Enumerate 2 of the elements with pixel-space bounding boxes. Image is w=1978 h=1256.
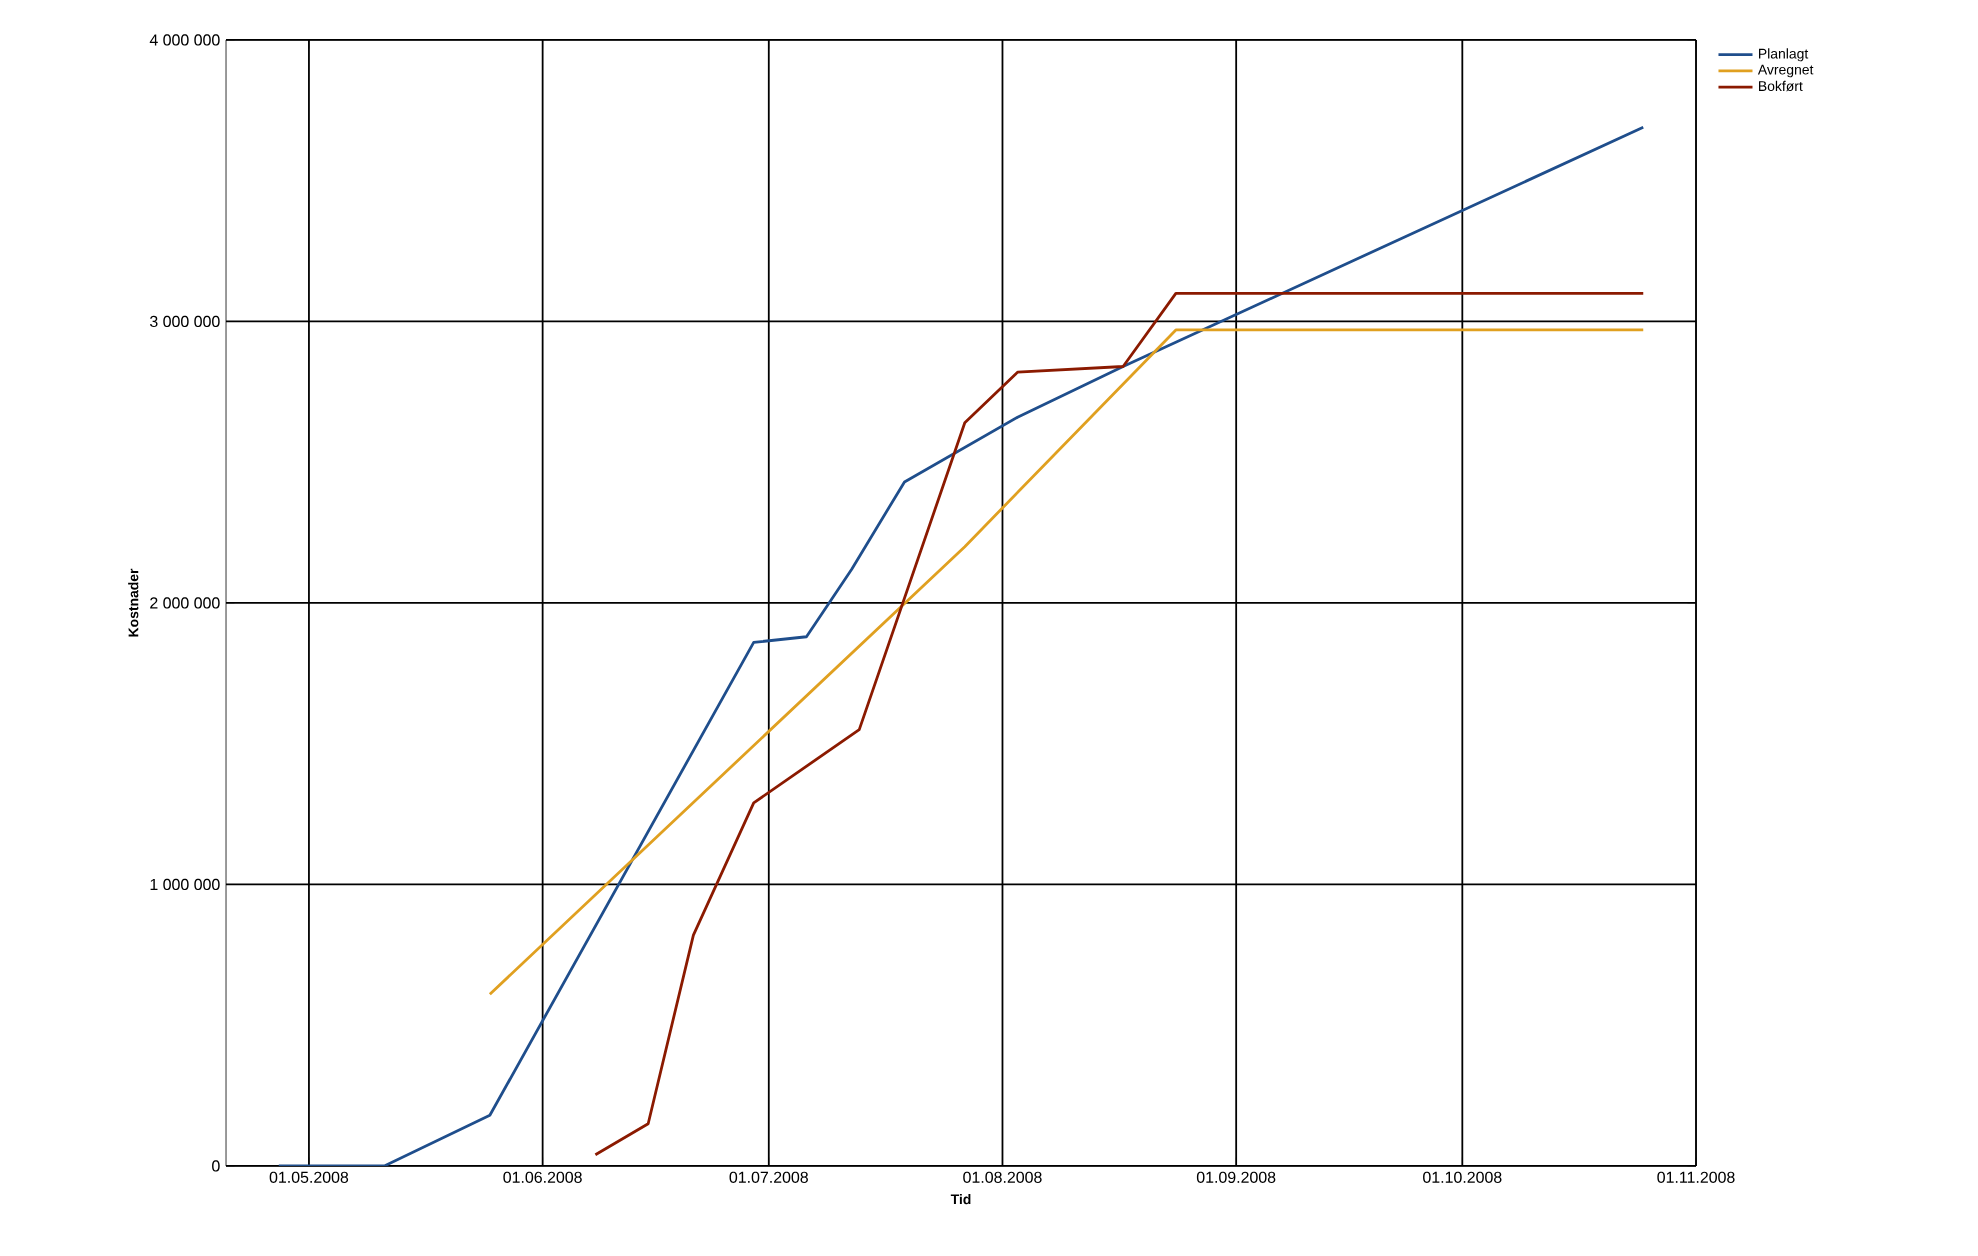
line-series xyxy=(594,291,1645,1157)
line-series xyxy=(277,125,1645,1166)
